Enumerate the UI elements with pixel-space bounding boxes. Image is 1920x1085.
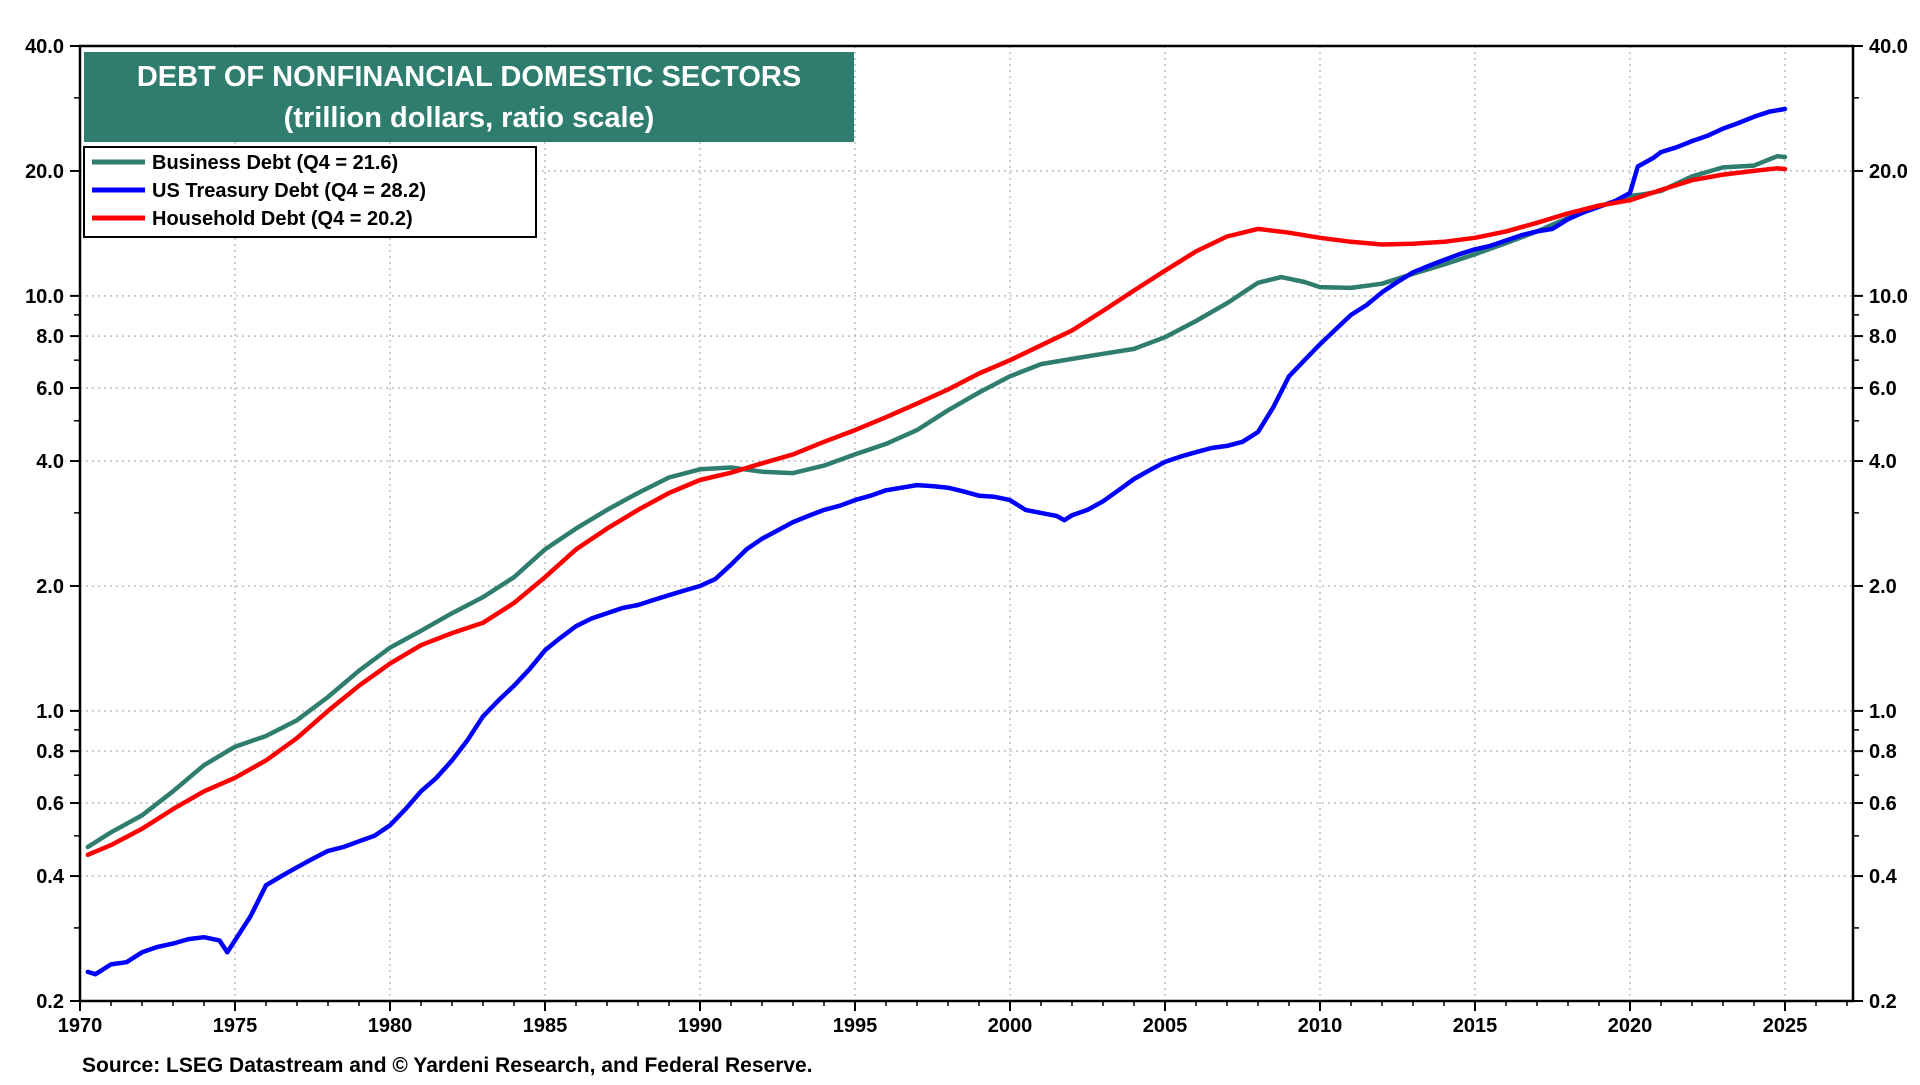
y-tick-label-right: 20.0 (1869, 161, 1908, 183)
x-tick-label: 2015 (1453, 1015, 1498, 1037)
treasury-debt-line (85, 106, 1788, 977)
legend-label-business: Business Debt (Q4 = 21.6) (152, 152, 398, 174)
x-tick-label: 1985 (523, 1015, 568, 1037)
x-tick-label: 1970 (58, 1015, 103, 1037)
y-tick-label-left: 0.4 (36, 866, 65, 888)
y-tick-label-right: 0.6 (1869, 793, 1897, 815)
y-tick-label-left: 6.0 (36, 378, 64, 400)
y-tick-label-right: 6.0 (1869, 378, 1897, 400)
legend-label-household: Household Debt (Q4 = 20.2) (152, 208, 413, 230)
x-tick-label: 1990 (678, 1015, 723, 1037)
y-tick-label-right: 0.8 (1869, 741, 1897, 763)
x-tick-label: 2005 (1143, 1015, 1188, 1037)
y-tick-label-left: 40.0 (25, 36, 64, 58)
y-tick-label-right: 0.4 (1869, 866, 1898, 888)
series-layer (85, 106, 1788, 977)
chart-title: DEBT OF NONFINANCIAL DOMESTIC SECTORS (137, 61, 801, 93)
y-tick-label-left: 0.8 (36, 741, 64, 763)
y-tick-label-left: 4.0 (36, 451, 64, 473)
y-tick-label-left: 1.0 (36, 701, 64, 723)
x-tick-label: 2000 (988, 1015, 1033, 1037)
x-tick-label: 1975 (213, 1015, 258, 1037)
y-tick-label-right: 1.0 (1869, 701, 1897, 723)
y-tick-label-right: 40.0 (1869, 36, 1908, 58)
legend-label-treasury: US Treasury Debt (Q4 = 28.2) (152, 180, 426, 202)
plot-frame (78, 44, 1855, 1003)
chart-subtitle: (trillion dollars, ratio scale) (284, 102, 655, 134)
x-tick-label: 2020 (1608, 1015, 1653, 1037)
y-tick-label-left: 8.0 (36, 326, 64, 348)
y-tick-label-left: 2.0 (36, 576, 64, 598)
legend: Business Debt (Q4 = 21.6) US Treasury De… (83, 146, 537, 238)
title-box: DEBT OF NONFINANCIAL DOMESTIC SECTORS (t… (84, 52, 854, 142)
x-tick-label: 1980 (368, 1015, 413, 1037)
y-tick-label-right: 10.0 (1869, 286, 1908, 308)
y-tick-label-right: 4.0 (1869, 451, 1897, 473)
source-note: Source: LSEG Datastream and © Yardeni Re… (82, 1054, 813, 1077)
x-tick-label: 2010 (1298, 1015, 1343, 1037)
y-tick-label-right: 0.2 (1869, 991, 1897, 1013)
y-tick-label-right: 8.0 (1869, 326, 1897, 348)
grid-layer (80, 45, 1853, 1002)
household-debt-line (85, 166, 1788, 858)
y-tick-label-left: 20.0 (25, 161, 64, 183)
axis-layer: 40.0 40.0 20.0 20.0 10.0 10.0 8.0 8.0 6.0 6.0 4.0 4… (25, 36, 1908, 1037)
business-debt-line (85, 153, 1788, 850)
y-tick-label-left: 0.6 (36, 793, 64, 815)
x-tick-label: 2025 (1763, 1015, 1808, 1037)
x-tick-label: 1995 (833, 1015, 878, 1037)
y-tick-label-right: 2.0 (1869, 576, 1897, 598)
y-tick-label-left: 10.0 (25, 286, 64, 308)
y-tick-label-left: 0.2 (36, 991, 64, 1013)
